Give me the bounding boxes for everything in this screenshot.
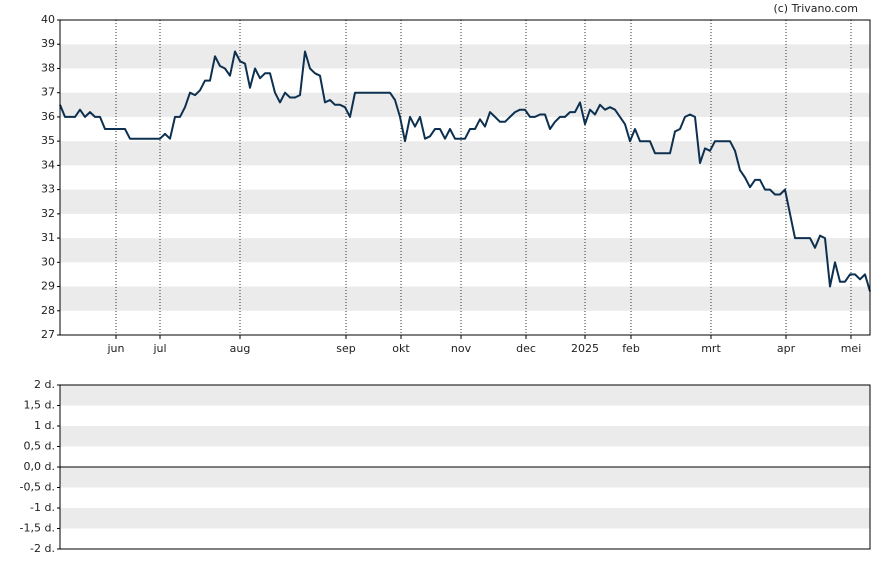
x-tick-label: okt xyxy=(392,342,410,355)
y-tick-label: 31 xyxy=(41,231,55,244)
grid-band xyxy=(60,487,870,508)
grid-band xyxy=(60,165,870,190)
x-tick-label: sep xyxy=(336,342,355,355)
copyright: (c) Trivano.com xyxy=(773,2,858,15)
y-tick-label: 0,0 d. xyxy=(24,460,55,473)
x-tick-label: aug xyxy=(230,342,251,355)
grid-band xyxy=(60,405,870,426)
y-tick-label: 34 xyxy=(41,158,55,171)
grid-band xyxy=(60,238,870,263)
x-tick-label: jul xyxy=(152,342,166,355)
y-tick-label: 40 xyxy=(41,13,55,26)
y-tick-label: 28 xyxy=(41,304,55,317)
x-tick-label: jun xyxy=(107,342,125,355)
grid-band xyxy=(60,385,870,406)
y-tick-label: 2 d. xyxy=(34,378,55,391)
y-tick-label: -1 d. xyxy=(30,501,55,514)
y-tick-label: -2 d. xyxy=(30,542,55,555)
x-tick-label: apr xyxy=(777,342,796,355)
grid-band xyxy=(60,467,870,488)
grid-band xyxy=(60,426,870,447)
grid-band xyxy=(60,141,870,166)
grid-band xyxy=(60,20,870,45)
price-line xyxy=(59,50,871,292)
y-tick-label: 1 d. xyxy=(34,419,55,432)
grid-band xyxy=(60,508,870,529)
grid-band xyxy=(60,310,870,335)
y-tick-label: 33 xyxy=(41,183,55,196)
y-tick-label: 29 xyxy=(41,280,55,293)
grid-band xyxy=(60,44,870,69)
y-tick-label: 27 xyxy=(41,328,55,341)
y-tick-label: 37 xyxy=(41,86,55,99)
grid-band xyxy=(60,446,870,467)
x-tick-label: mrt xyxy=(701,342,721,355)
grid-band xyxy=(60,213,870,239)
y-tick-label: 38 xyxy=(41,61,55,74)
y-tick-label: 35 xyxy=(41,134,55,147)
y-tick-label: -1,5 d. xyxy=(20,522,55,535)
grid-band xyxy=(60,528,870,549)
grid-band xyxy=(60,189,870,214)
y-tick-label: 39 xyxy=(41,37,55,50)
grid-band xyxy=(60,262,870,287)
x-tick-label: dec xyxy=(516,342,536,355)
y-tick-label: 1,5 d. xyxy=(24,399,55,412)
x-tick-label: 2025 xyxy=(571,342,599,355)
x-tick-label: mei xyxy=(841,342,862,355)
y-tick-label: 0,5 d. xyxy=(24,440,55,453)
y-tick-label: 32 xyxy=(41,207,55,220)
y-tick-label: 30 xyxy=(41,255,55,268)
y-tick-label: -0,5 d. xyxy=(20,481,55,494)
grid-band xyxy=(60,286,870,311)
grid-band xyxy=(60,92,870,117)
x-tick-label: feb xyxy=(622,342,640,355)
x-tick-label: nov xyxy=(451,342,472,355)
grid-band xyxy=(60,68,870,93)
plot-frame xyxy=(59,384,871,550)
y-tick-label: 36 xyxy=(41,110,55,123)
plot-frame xyxy=(59,19,871,336)
